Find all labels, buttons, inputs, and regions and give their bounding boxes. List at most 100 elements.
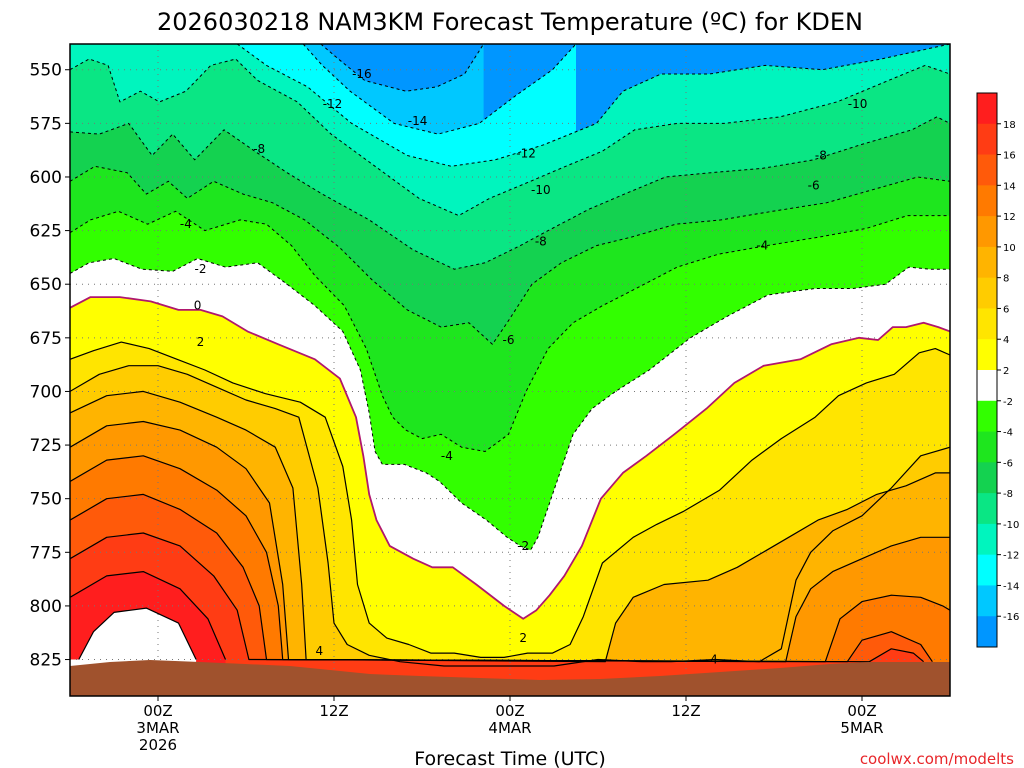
y-tick-label: 675 bbox=[30, 329, 62, 349]
isotherm-line-2c bbox=[70, 341, 950, 658]
isotherm-line--4c bbox=[70, 210, 950, 452]
colorbar-swatch bbox=[977, 123, 997, 155]
isotherm-line--10c bbox=[70, 58, 950, 217]
isotherm-line--14c bbox=[302, 44, 577, 135]
contour-label: 2 bbox=[197, 335, 205, 349]
isotherm-line-12c bbox=[70, 493, 933, 663]
colorbar-tick-label: -14 bbox=[1003, 581, 1019, 592]
colorbar-swatch bbox=[977, 431, 997, 463]
colorbar-tick-label: -10 bbox=[1003, 520, 1019, 531]
x-tick-label: 5MAR bbox=[840, 719, 883, 737]
colorbar-swatch bbox=[977, 216, 997, 248]
y-tick-label: 750 bbox=[30, 490, 62, 510]
isotherm-line-18c bbox=[78, 607, 197, 660]
contour-label: -6 bbox=[503, 333, 515, 347]
contour-label: -8 bbox=[253, 142, 265, 156]
colorbar-swatch bbox=[977, 277, 997, 309]
colorbar-swatch bbox=[977, 400, 997, 432]
colorbar-tick-label: -8 bbox=[1003, 489, 1013, 500]
y-tick-label: 550 bbox=[30, 61, 62, 81]
colorbar-swatch bbox=[977, 554, 997, 586]
contour-label: -8 bbox=[535, 234, 547, 248]
isotherm-line--12c bbox=[236, 44, 950, 167]
contour-label: 2 bbox=[519, 631, 527, 645]
colorbar-swatch bbox=[977, 308, 997, 340]
colorbar-tick-label: -4 bbox=[1003, 428, 1013, 439]
colorbar-tick-label: 12 bbox=[1003, 212, 1016, 223]
colorbar-swatch bbox=[977, 154, 997, 186]
contour-label: -12 bbox=[323, 97, 343, 111]
colorbar-swatch bbox=[977, 616, 997, 648]
y-tick-label: 625 bbox=[30, 222, 62, 242]
chart-title: 2026030218 NAM3KM Forecast Temperature (… bbox=[157, 8, 863, 36]
contour-label: 0 bbox=[194, 299, 202, 313]
x-tick-label: 00Z bbox=[495, 702, 524, 720]
ground-terrain bbox=[70, 660, 950, 696]
contour-label: -6 bbox=[808, 179, 820, 193]
y-tick-label: 725 bbox=[30, 436, 62, 456]
colorbar-swatch bbox=[977, 93, 997, 125]
colorbar-tick-label: 8 bbox=[1003, 274, 1009, 285]
colorbar-tick-label: 6 bbox=[1003, 304, 1009, 315]
x-tick-label: 4MAR bbox=[488, 719, 531, 737]
y-tick-label: 825 bbox=[30, 651, 62, 671]
colorbar: 18 16 14 12 10 8 6 4 2 -2 -4 -6 -8 -10 -12 -14 -16 bbox=[976, 92, 1019, 648]
contour-label: -10 bbox=[848, 97, 868, 111]
isotherm-line-6c bbox=[70, 390, 950, 663]
y-tick-label: 575 bbox=[30, 114, 62, 134]
x-tick-label: 12Z bbox=[671, 702, 700, 720]
x-tick-label: 00Z bbox=[143, 702, 172, 720]
contour-label: -4 bbox=[441, 449, 453, 463]
temperature-fill-layer bbox=[70, 44, 950, 696]
colorbar-swatch bbox=[977, 523, 997, 556]
colorbar-swatch bbox=[977, 370, 997, 402]
colorbar-tick-label: -2 bbox=[1003, 397, 1013, 408]
pressure-axis: 550 575 600 625 650 675 700 725 750 775 800 825 bbox=[30, 61, 70, 671]
x-tick-label: 3MAR bbox=[136, 719, 179, 737]
colorbar-tick-label: 14 bbox=[1003, 181, 1016, 192]
contour-label: 4 bbox=[315, 644, 323, 658]
contour-label: -14 bbox=[408, 114, 428, 128]
isotherm-line-4c bbox=[70, 365, 950, 667]
colorbar-tick-label: -16 bbox=[1003, 612, 1019, 623]
isotherm-line-14c bbox=[70, 532, 924, 663]
colorbar-swatch bbox=[977, 585, 997, 617]
isotherm-line-10c bbox=[70, 455, 950, 663]
colorbar-tick-label: -6 bbox=[1003, 458, 1013, 469]
colorbar-tick-label: 2 bbox=[1003, 366, 1009, 377]
y-tick-label: 600 bbox=[30, 168, 62, 188]
colorbar-tick-label: 10 bbox=[1003, 243, 1016, 254]
contour-label: 4 bbox=[710, 653, 718, 667]
colorbar-tick-label: -12 bbox=[1003, 551, 1019, 562]
y-tick-label: 650 bbox=[30, 275, 62, 295]
contour-label: -4 bbox=[180, 217, 192, 231]
colorbar-swatch bbox=[977, 339, 997, 371]
x-tick-label: 00Z bbox=[847, 702, 876, 720]
colorbar-swatch bbox=[977, 246, 997, 279]
site-credit[interactable]: coolwx.com/modelts bbox=[860, 750, 1014, 768]
y-tick-label: 700 bbox=[30, 382, 62, 402]
band-6c bbox=[70, 391, 950, 696]
colorbar-swatch bbox=[977, 493, 997, 525]
y-tick-label: 800 bbox=[30, 597, 62, 617]
x-tick-label: 2026 bbox=[139, 736, 177, 754]
grid-layer bbox=[70, 44, 950, 696]
colorbar-swatch bbox=[977, 462, 997, 494]
contour-label: -2 bbox=[195, 262, 207, 276]
x-tick-label: 12Z bbox=[319, 702, 348, 720]
colorbar-tick-label: 18 bbox=[1003, 120, 1016, 131]
contour-label: -2 bbox=[517, 539, 529, 553]
isotherm-line--8c bbox=[70, 116, 950, 270]
isotherm-line--6c bbox=[70, 165, 950, 345]
colorbar-tick-label: 4 bbox=[1003, 335, 1009, 346]
contour-label-layer: -16 -12 -14 -10 -8 -12 -8 -10 -6 -4 -8 -4 -2 0 2 -6 -4 -2… bbox=[180, 67, 867, 667]
colorbar-swatch bbox=[977, 185, 997, 217]
colorbar-tick-label: 16 bbox=[1003, 151, 1016, 162]
y-tick-label: 775 bbox=[30, 543, 62, 563]
contour-label: -10 bbox=[531, 183, 551, 197]
contour-label: -4 bbox=[756, 239, 768, 253]
isotherm-layer bbox=[70, 44, 950, 667]
contour-label: -12 bbox=[516, 146, 536, 160]
